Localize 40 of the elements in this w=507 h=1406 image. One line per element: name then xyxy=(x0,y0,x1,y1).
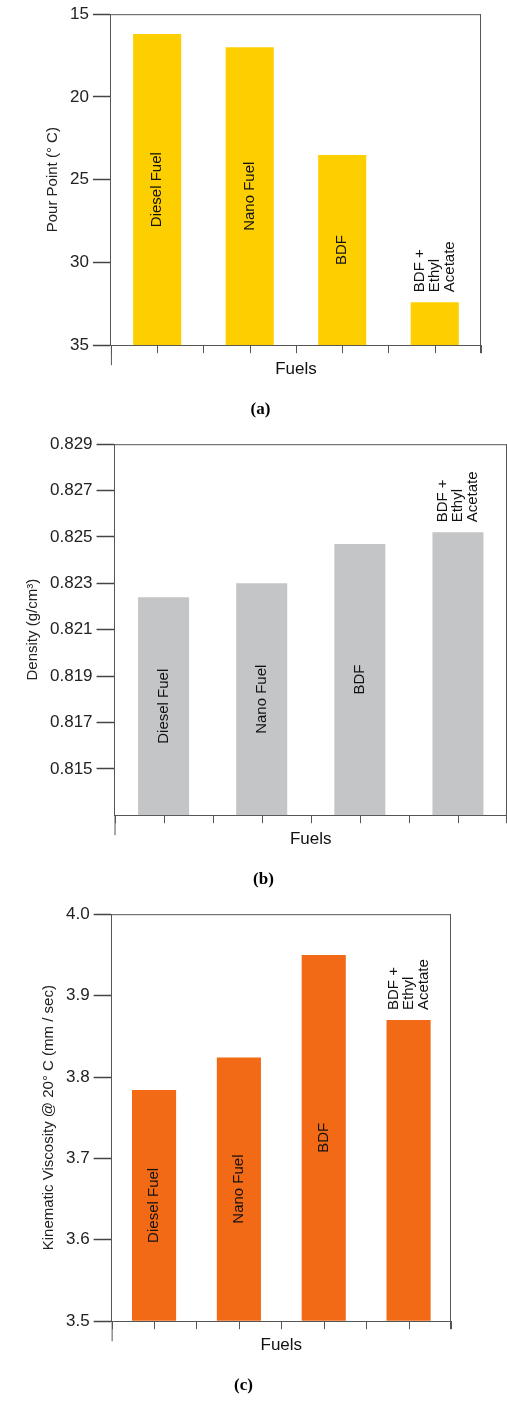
text: (a) xyxy=(250,399,271,419)
y-tick-label: 20 xyxy=(69,86,89,106)
x-tick-label: BDF xyxy=(349,664,367,695)
y-tick-label: 0.821 xyxy=(49,619,93,639)
x-tick-label: BDF + Ethyl Acetate xyxy=(383,959,431,1011)
y-tick-label: 0.817 xyxy=(49,712,93,732)
x-tick-label: Diesel Fuel xyxy=(153,668,171,744)
x-axis-title: Fuels xyxy=(289,829,332,849)
x-tick-label: Nano Fuel xyxy=(239,161,257,231)
x-axis-title: Fuels xyxy=(260,1335,303,1355)
x-tick-label: Nano Fuel xyxy=(251,664,269,734)
text: (b) xyxy=(253,869,274,889)
y-tick-label: 35 xyxy=(69,334,89,354)
x-tick-label: BDF + Ethyl Acetate xyxy=(433,471,481,523)
y-tick-label: 3.7 xyxy=(65,1148,90,1168)
y-tick-label: 3.5 xyxy=(65,1310,90,1330)
y-tick-label: 3.6 xyxy=(65,1229,90,1249)
x-tick-label: Diesel Fuel xyxy=(144,1167,162,1243)
y-tick-label: 0.815 xyxy=(49,758,93,778)
x-tick-label: Nano Fuel xyxy=(229,1154,247,1224)
y-tick-label: 0.827 xyxy=(49,480,93,500)
y-tick-label: 25 xyxy=(69,169,89,189)
x-tick-label: BDF + Ethyl Acetate xyxy=(409,241,457,293)
y-tick-label: 0.819 xyxy=(49,665,93,685)
text: (c) xyxy=(234,1375,253,1395)
y-tick-label: 3.8 xyxy=(65,1066,90,1086)
y-tick-label: 0.825 xyxy=(49,526,93,546)
y-tick-label: 30 xyxy=(69,252,89,272)
y-tick-label: 15 xyxy=(69,3,89,23)
y-tick-label: 0.823 xyxy=(49,573,93,593)
x-axis-title: Fuels xyxy=(275,359,317,379)
x-tick-label: BDF xyxy=(332,235,350,266)
y-axis-title: Kinematic Viscosity @ 20° C (mm / sec) xyxy=(39,985,57,1251)
y-axis-title: Pour Point (° C) xyxy=(43,127,61,233)
y-tick-label: 3.9 xyxy=(65,985,90,1005)
y-tick-label: 4.0 xyxy=(65,903,90,923)
y-axis-title: Density (g/cm³) xyxy=(23,578,41,681)
y-tick-label: 0.829 xyxy=(49,433,93,453)
x-tick-label: BDF xyxy=(313,1122,331,1153)
x-tick-label: Diesel Fuel xyxy=(147,152,165,228)
